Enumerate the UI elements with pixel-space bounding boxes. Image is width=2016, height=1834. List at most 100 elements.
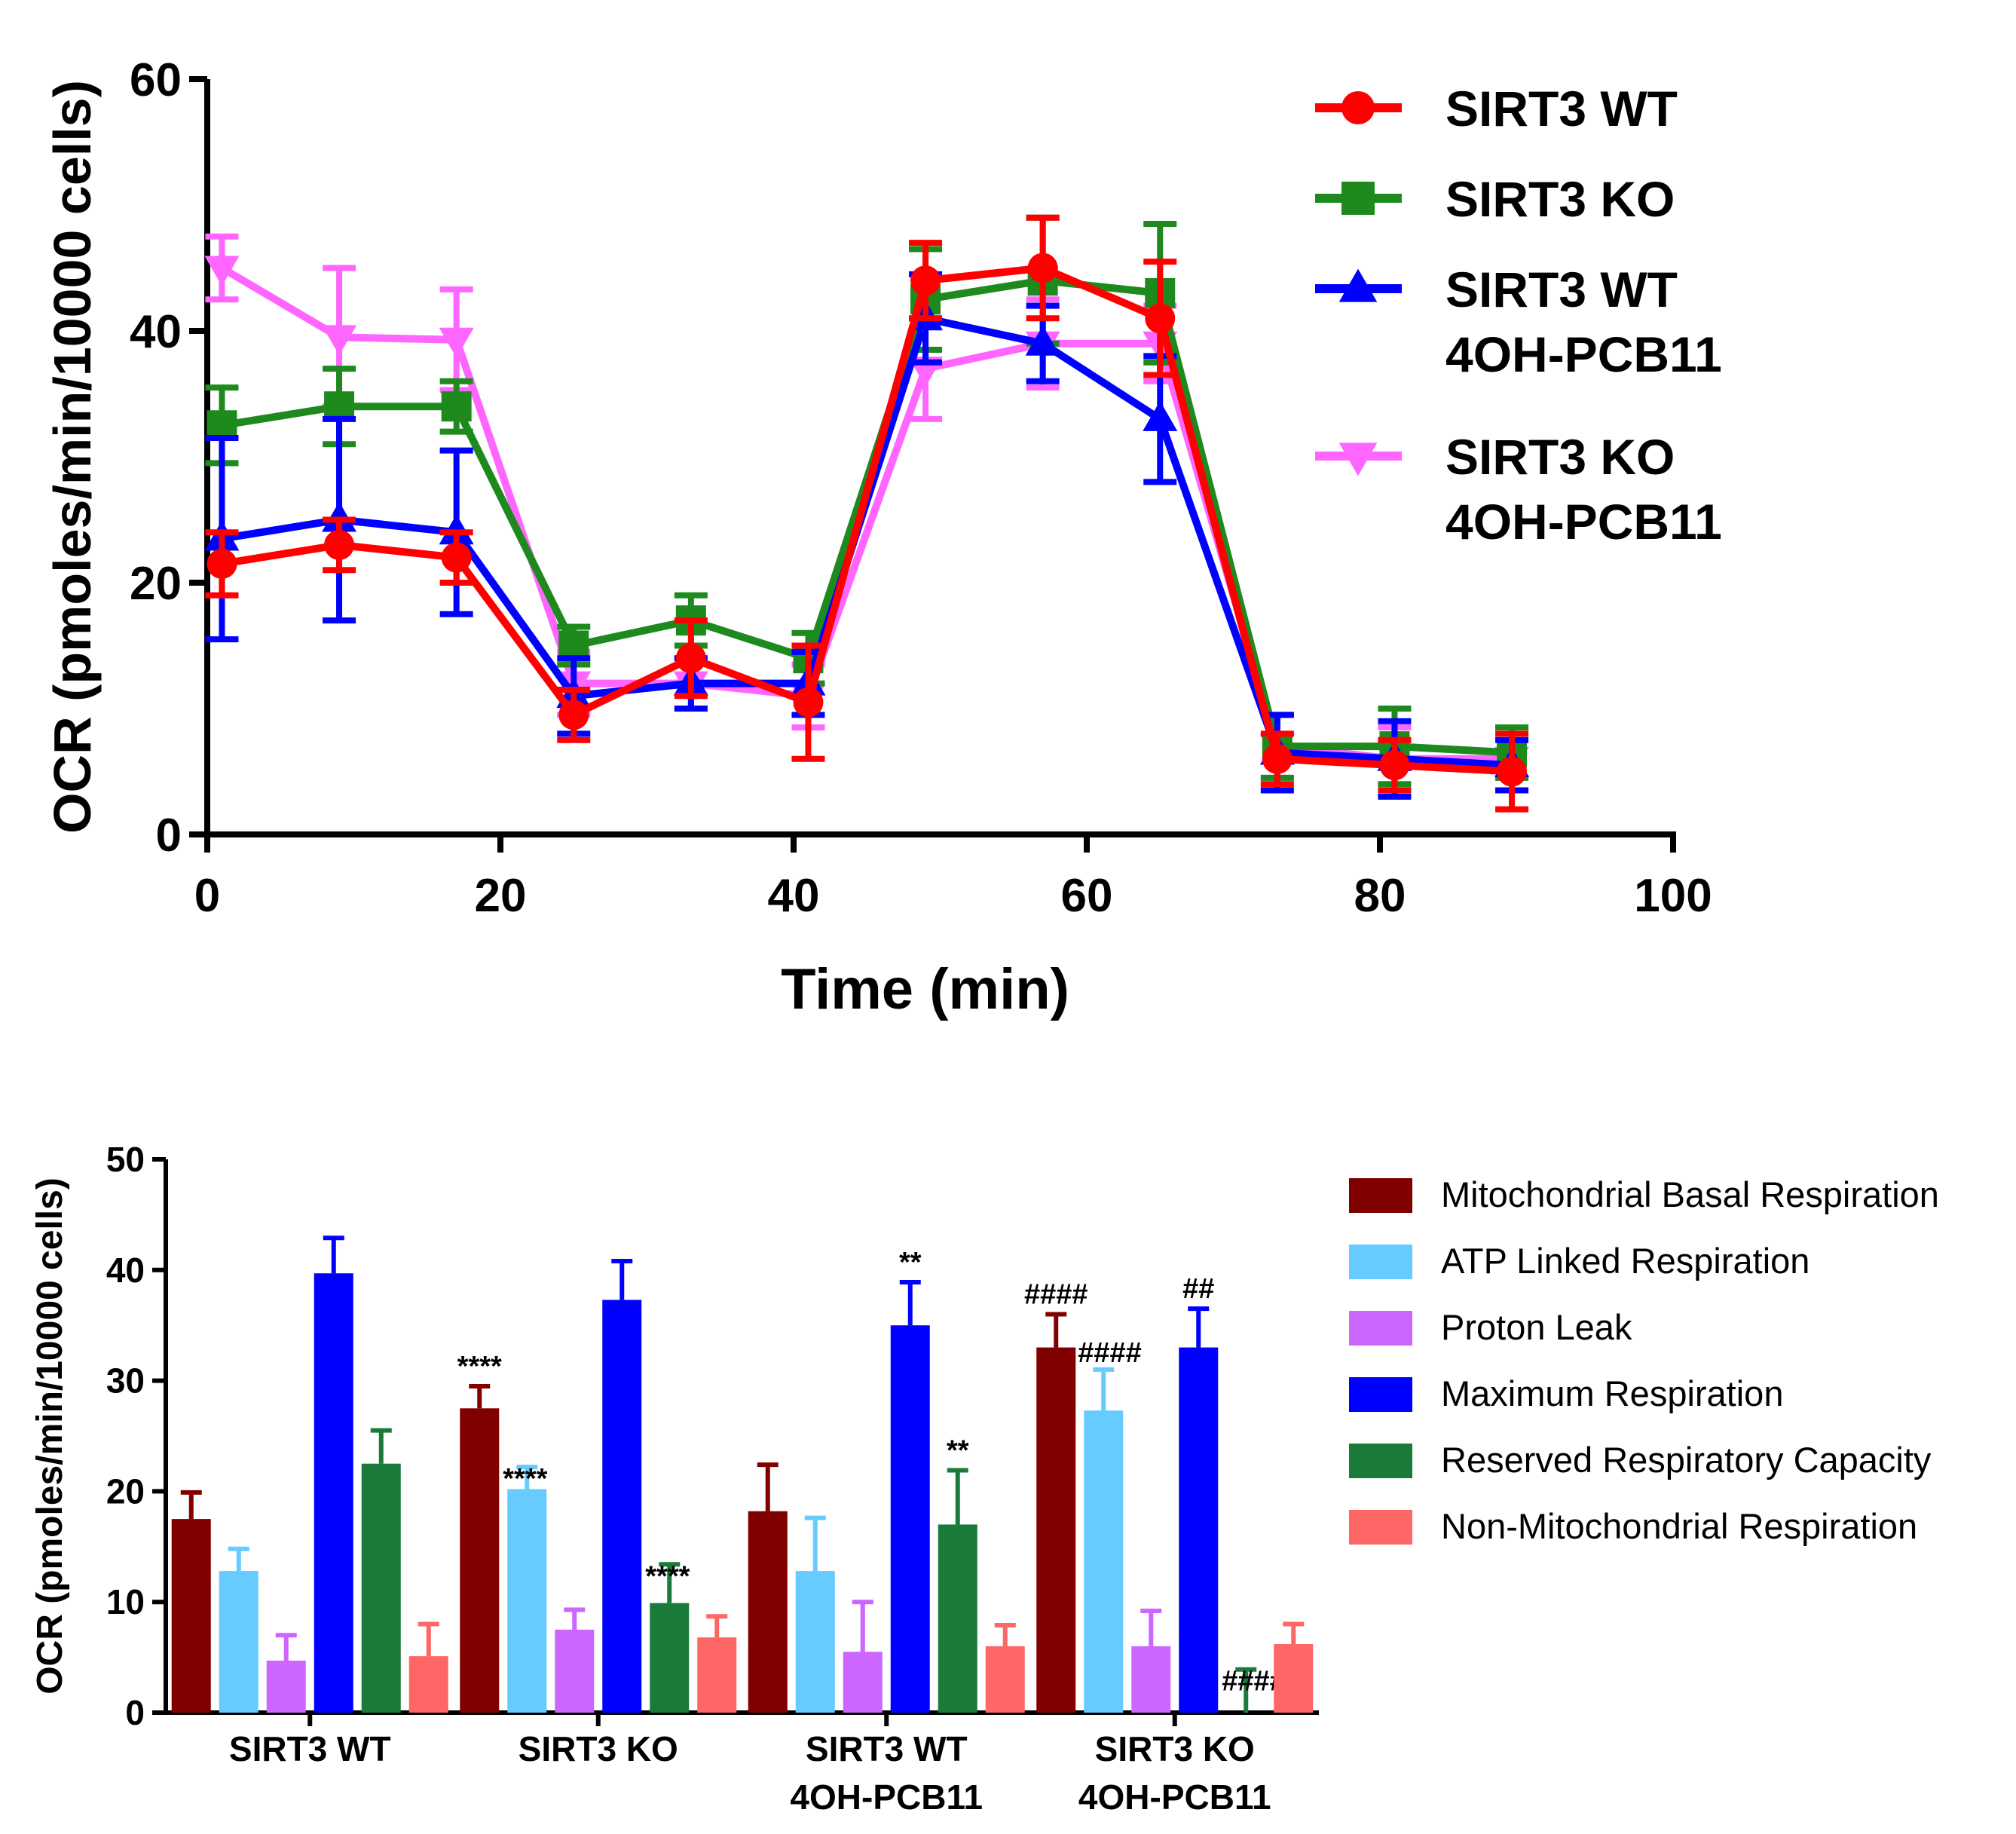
legend-label: SIRT3 KO xyxy=(1445,429,1675,485)
data-point xyxy=(204,256,240,286)
legend-swatch xyxy=(1349,1245,1412,1279)
y-tick-label: 30 xyxy=(106,1361,145,1401)
legend-label: Proton Leak xyxy=(1441,1307,1632,1347)
data-point xyxy=(206,548,237,579)
x-tick-label-line2: 4OH-PCB11 xyxy=(790,1777,983,1817)
x-axis-title: Time (min) xyxy=(781,957,1069,1021)
bar xyxy=(1084,1410,1124,1713)
y-axis-title: OCR (pmoles/min/10000 cells) xyxy=(30,1177,70,1695)
significance-label: ** xyxy=(899,1247,922,1278)
x-tick-label: 100 xyxy=(1634,870,1712,922)
x-tick-label: SIRT3 WT xyxy=(806,1729,968,1768)
data-point xyxy=(1145,303,1176,334)
x-tick-label: 60 xyxy=(1061,870,1113,922)
series-line xyxy=(221,264,1513,776)
bar xyxy=(890,1325,930,1713)
y-tick-label: 0 xyxy=(156,810,182,862)
legend-marker xyxy=(1341,182,1375,215)
bar xyxy=(748,1511,788,1713)
data-point xyxy=(324,529,355,560)
significance-label: ** xyxy=(947,1435,969,1467)
legend-marker xyxy=(1338,268,1378,302)
x-tick-label: 0 xyxy=(194,870,220,922)
y-axis-title: OCR (pmoles/min/10000 cells) xyxy=(43,80,102,834)
series-line xyxy=(219,265,1513,763)
data-point xyxy=(439,327,474,358)
series-3 xyxy=(205,214,1529,813)
bar xyxy=(985,1646,1025,1713)
x-tick-label: 80 xyxy=(1354,870,1406,922)
bar xyxy=(795,1571,835,1713)
bar xyxy=(555,1629,595,1713)
legend-label-line2: 4OH-PCB11 xyxy=(1445,326,1722,382)
significance-label: #### xyxy=(1078,1337,1142,1369)
bar xyxy=(1131,1646,1171,1713)
legend-label: SIRT3 WT xyxy=(1445,262,1678,317)
data-point xyxy=(1497,756,1528,787)
data-point xyxy=(1027,253,1058,283)
bar xyxy=(460,1408,500,1713)
bar xyxy=(938,1524,977,1713)
bar xyxy=(314,1273,353,1713)
legend-swatch xyxy=(1349,1510,1412,1545)
bar xyxy=(602,1300,642,1713)
legend-label: ATP Linked Respiration xyxy=(1441,1241,1810,1281)
data-point xyxy=(1143,400,1178,431)
bar xyxy=(361,1463,401,1713)
bar xyxy=(1179,1347,1219,1713)
y-tick-label: 40 xyxy=(106,1251,145,1290)
y-tick-label: 20 xyxy=(106,1471,145,1511)
significance-label: #### xyxy=(1024,1279,1088,1311)
data-point xyxy=(441,542,472,573)
legend-label: SIRT3 KO xyxy=(1445,171,1675,227)
legend-label: SIRT3 WT xyxy=(1445,81,1678,136)
bar xyxy=(1274,1643,1314,1713)
legend-swatch xyxy=(1349,1178,1412,1213)
y-tick-label: 10 xyxy=(106,1582,145,1621)
x-tick-label: SIRT3 KO xyxy=(519,1729,678,1768)
data-point xyxy=(322,325,357,356)
legend-label: Maximum Respiration xyxy=(1441,1373,1783,1413)
y-tick-label: 0 xyxy=(125,1693,145,1732)
data-point xyxy=(1025,325,1060,356)
x-tick-label: 40 xyxy=(768,870,820,922)
series-0 xyxy=(204,233,1530,794)
bar xyxy=(408,1656,448,1713)
data-point xyxy=(441,391,472,422)
data-point xyxy=(793,687,824,718)
legend-label: Reserved Respiratory Capacity xyxy=(1441,1440,1932,1480)
bar xyxy=(697,1637,737,1713)
y-tick-label: 60 xyxy=(130,54,182,106)
legend-label: Mitochondrial Basal Respiration xyxy=(1441,1174,1939,1214)
data-point xyxy=(675,643,706,674)
bar xyxy=(219,1571,259,1713)
data-point xyxy=(1262,743,1293,774)
x-tick-label: SIRT3 KO xyxy=(1095,1729,1255,1768)
significance-label: **** xyxy=(645,1560,690,1592)
significance-label: **** xyxy=(457,1351,502,1382)
significance-label: **** xyxy=(503,1463,547,1495)
data-point xyxy=(1379,750,1410,781)
legend-swatch xyxy=(1349,1377,1412,1412)
y-tick-label: 40 xyxy=(130,306,182,358)
data-point xyxy=(910,265,941,296)
bar xyxy=(843,1652,883,1713)
bar xyxy=(1036,1347,1076,1713)
legend-swatch xyxy=(1349,1444,1412,1478)
x-tick-label: SIRT3 WT xyxy=(229,1729,391,1768)
x-tick-label: 20 xyxy=(475,870,527,922)
legend-label-line2: 4OH-PCB11 xyxy=(1445,494,1722,550)
y-tick-label: 50 xyxy=(106,1140,145,1179)
bar xyxy=(650,1603,690,1713)
bar xyxy=(507,1489,547,1713)
bar xyxy=(171,1519,211,1713)
bar xyxy=(266,1661,306,1713)
legend-label: Non-Mitochondrial Respiration xyxy=(1441,1506,1917,1546)
significance-label: ## xyxy=(1182,1273,1214,1305)
x-tick-label-line2: 4OH-PCB11 xyxy=(1078,1777,1271,1817)
series-line xyxy=(221,277,1513,757)
y-tick-label: 20 xyxy=(130,558,182,610)
legend-swatch xyxy=(1349,1311,1412,1346)
